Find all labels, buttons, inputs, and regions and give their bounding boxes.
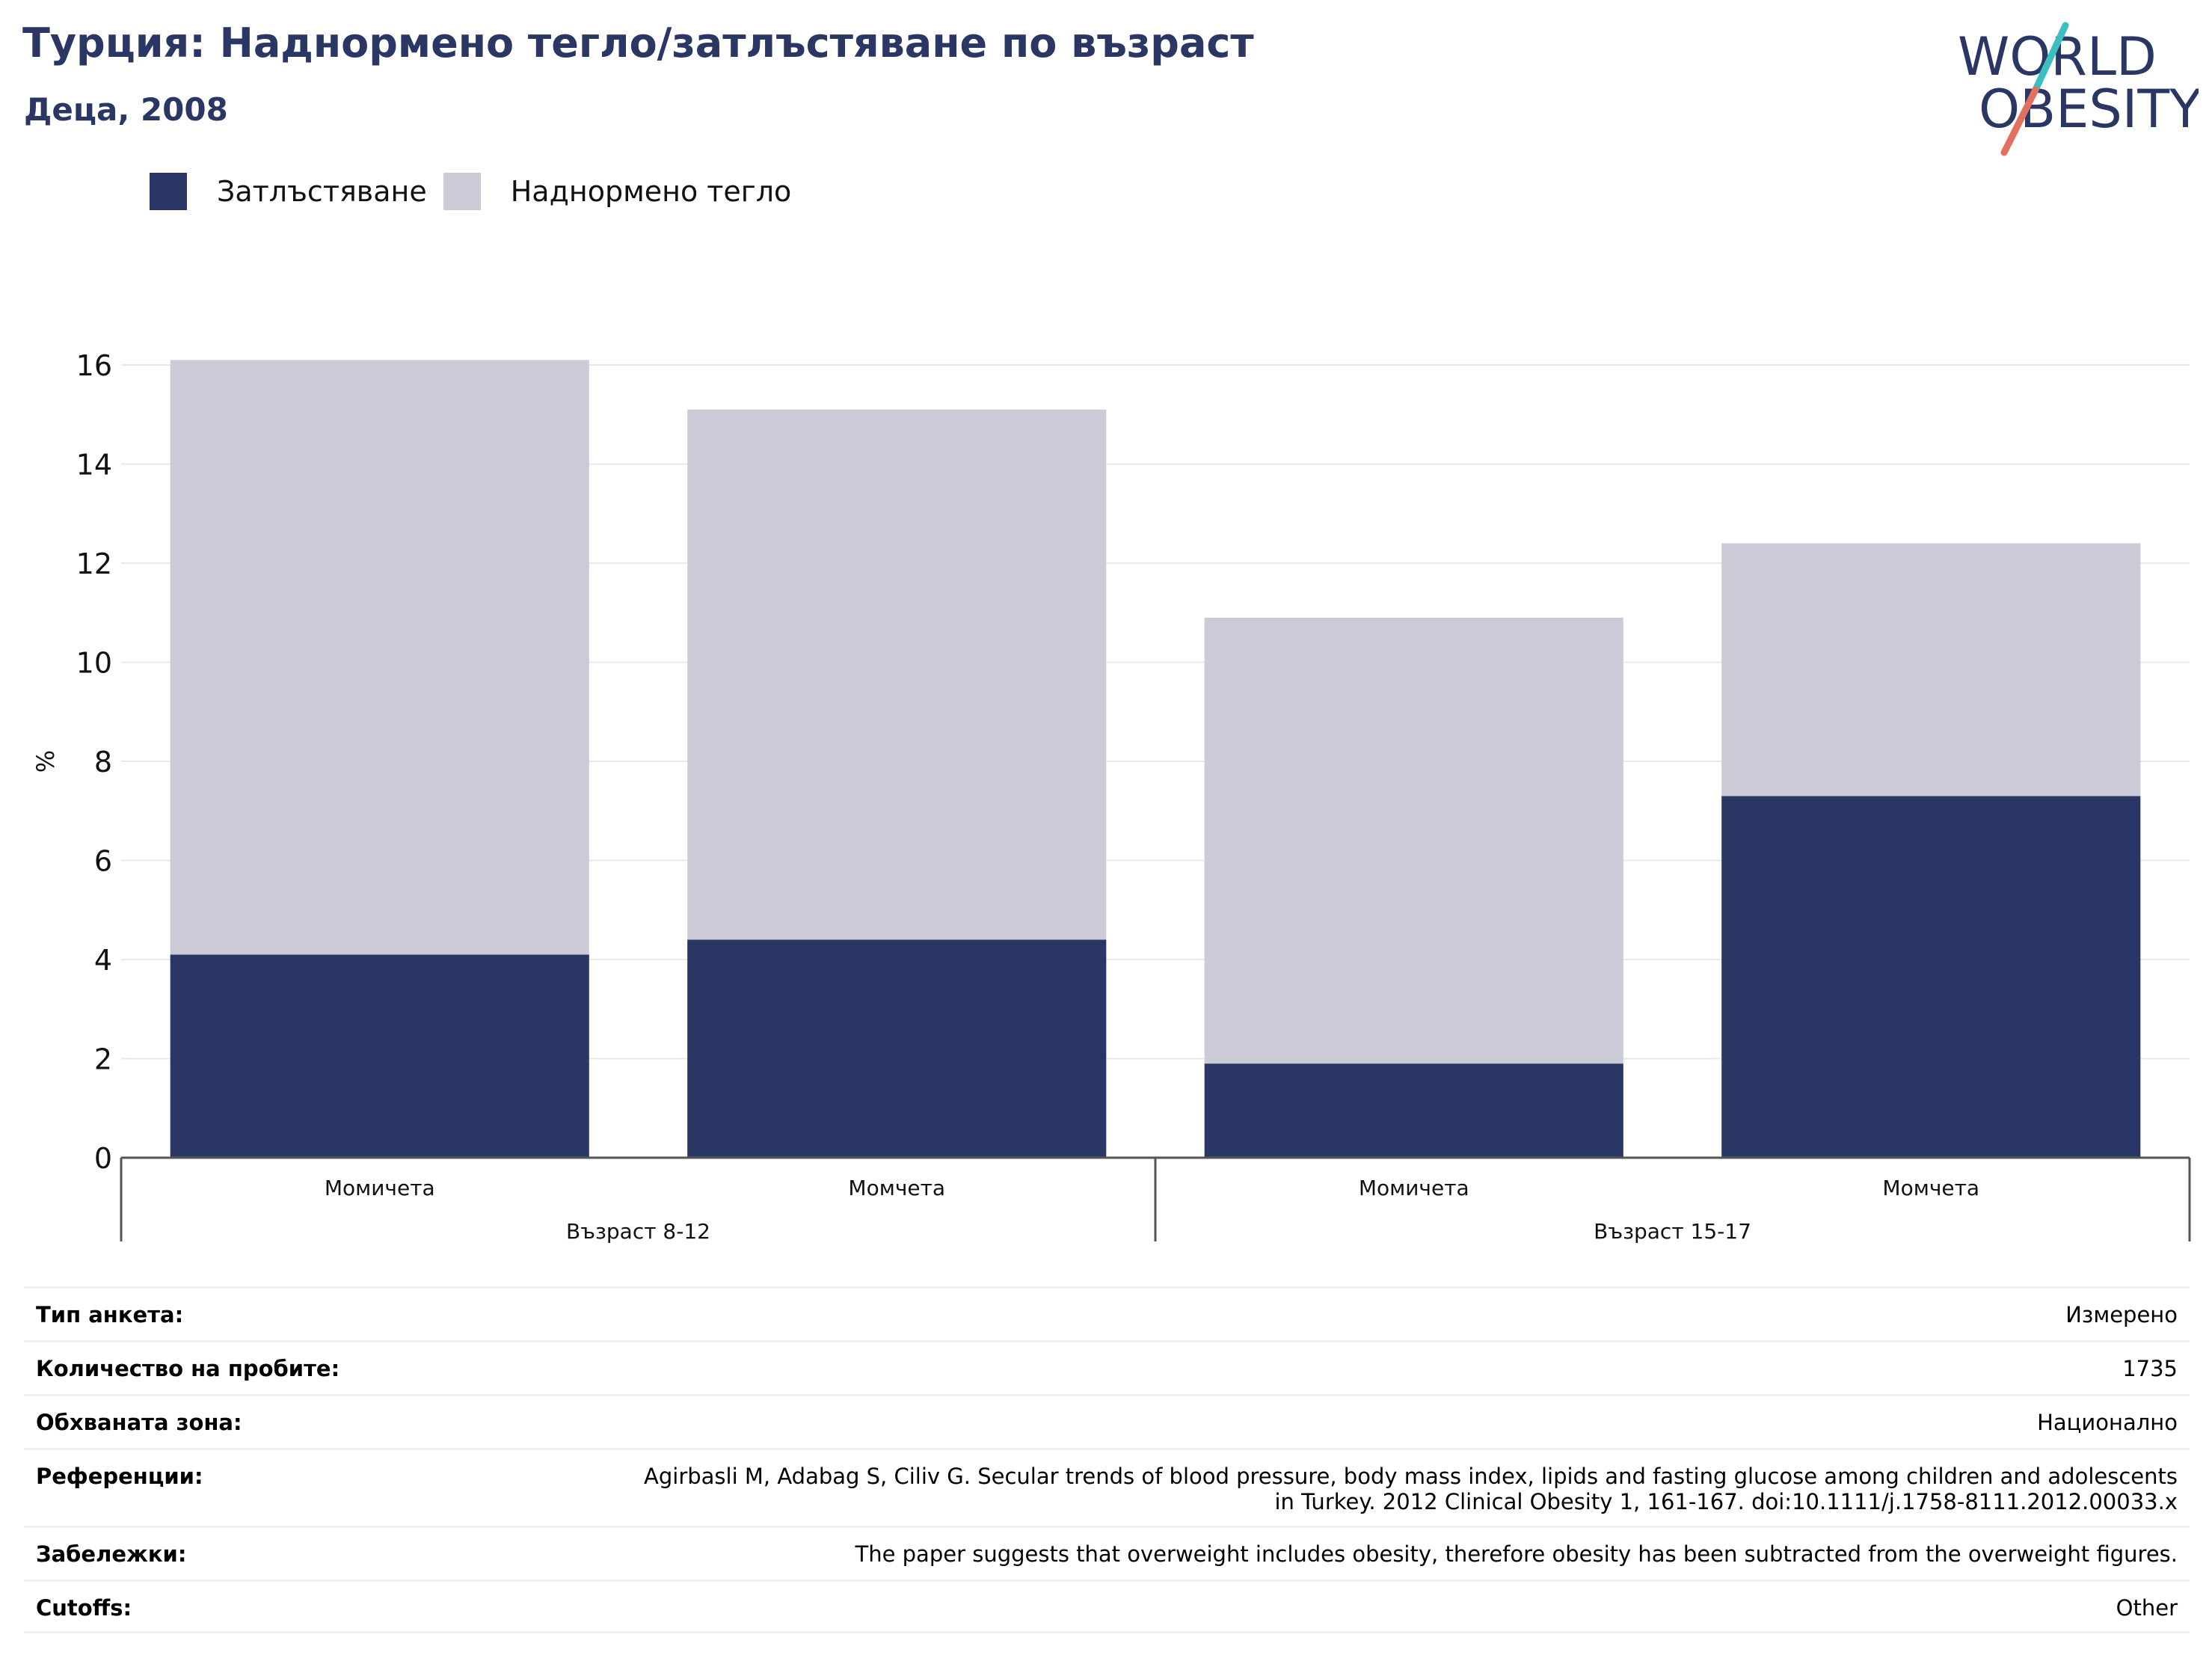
bar-obesity bbox=[687, 939, 1107, 1158]
bar-overweight bbox=[170, 360, 589, 955]
legend-label-obesity: Затлъстяване bbox=[217, 175, 427, 208]
bar-overweight bbox=[1721, 543, 2141, 796]
y-tick-label: 2 bbox=[94, 1043, 112, 1076]
info-key: Забележки: bbox=[36, 1541, 187, 1567]
legend-item-obesity: Затлъстяване bbox=[150, 173, 427, 210]
bar-obesity bbox=[1721, 796, 2141, 1158]
logo-slash-teal bbox=[2032, 22, 2069, 93]
reference-line: Agirbasli M, Adabag S, Ciliv G. Secular … bbox=[644, 1464, 2178, 1489]
bar-overweight bbox=[1204, 617, 1623, 1064]
legend-swatch-obesity bbox=[150, 173, 187, 210]
info-row-notes: Забележки: The paper suggests that overw… bbox=[24, 1526, 2190, 1580]
legend-swatch-overweight bbox=[443, 173, 481, 210]
y-tick-label: 8 bbox=[94, 746, 112, 779]
y-tick-label: 14 bbox=[76, 449, 112, 482]
info-value: Other bbox=[2116, 1595, 2178, 1621]
bar-obesity bbox=[170, 954, 589, 1158]
chart-title: Турция: Наднормено тегло/затлъстяване по… bbox=[22, 19, 1254, 67]
x-tick-label: Момичета bbox=[325, 1176, 435, 1200]
info-key: Количество на пробите: bbox=[36, 1356, 340, 1381]
info-key: Референции: bbox=[36, 1464, 203, 1489]
y-tick-label: 10 bbox=[76, 647, 112, 680]
y-tick-label: 6 bbox=[94, 845, 112, 878]
world-obesity-logo: WORLD OBESITY bbox=[1958, 22, 2199, 156]
y-axis-label: % bbox=[31, 750, 60, 773]
x-tick-label: Момичета bbox=[1359, 1176, 1469, 1200]
chart-subtitle: Деца, 2008 bbox=[24, 91, 228, 128]
info-key: Тип анкета: bbox=[36, 1302, 184, 1327]
info-value: Измерено bbox=[2065, 1302, 2178, 1327]
bar-obesity bbox=[1204, 1063, 1623, 1158]
legend: Затлъстяване Наднормено тегло bbox=[150, 171, 808, 212]
legend-label-overweight: Наднормено тегло bbox=[510, 175, 792, 208]
bar-overweight bbox=[687, 409, 1107, 940]
info-value: The paper suggests that overweight inclu… bbox=[855, 1541, 2178, 1567]
info-table: Тип анкета: Измерено Количество на проби… bbox=[24, 1286, 2190, 1633]
info-row-sample-size: Количество на пробите: 1735 bbox=[24, 1340, 2190, 1394]
y-tick-label: 0 bbox=[94, 1142, 112, 1175]
info-row-cutoffs: Cutoffs: Other bbox=[24, 1580, 2190, 1633]
info-key: Обхваната зона: bbox=[36, 1410, 242, 1435]
info-value: Agirbasli M, Adabag S, Ciliv G. Secular … bbox=[644, 1464, 2178, 1514]
info-key: Cutoffs: bbox=[36, 1595, 132, 1621]
y-tick-label: 12 bbox=[76, 547, 112, 580]
legend-item-overweight: Наднормено тегло bbox=[443, 173, 792, 210]
x-tick-label: Момчета bbox=[1882, 1176, 1979, 1200]
y-tick-label: 4 bbox=[94, 944, 112, 977]
y-tick-label: 16 bbox=[76, 349, 112, 382]
x-tick-label: Момчета bbox=[848, 1176, 945, 1200]
info-row-references: Референции: Agirbasli M, Adabag S, Ciliv… bbox=[24, 1448, 2190, 1526]
bar-chart: 0 2 4 6 8 10 12 14 16% Момичета Момчета Момичета Мом… bbox=[31, 349, 2191, 1244]
group-label: Възраст 8-12 bbox=[566, 1219, 710, 1244]
info-row-area: Обхваната зона: Национално bbox=[24, 1394, 2190, 1448]
info-row-survey-type: Тип анкета: Измерено bbox=[24, 1286, 2190, 1340]
logo-slash-coral bbox=[2000, 86, 2039, 156]
info-value: Национално bbox=[2037, 1410, 2178, 1435]
group-label: Възраст 15-17 bbox=[1594, 1219, 1751, 1244]
reference-line: in Turkey. 2012 Clinical Obesity 1, 161-… bbox=[1274, 1489, 2178, 1514]
info-value: 1735 bbox=[2122, 1356, 2178, 1381]
